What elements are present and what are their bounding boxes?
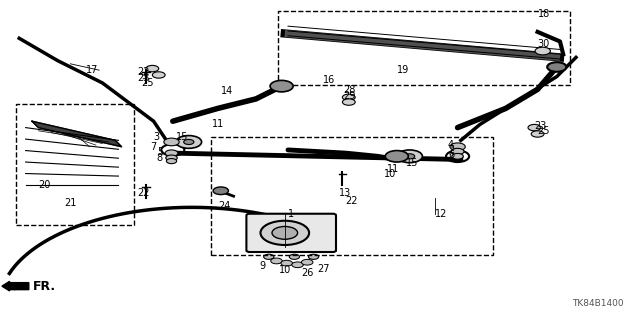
Text: 4: 4 <box>448 140 454 150</box>
Circle shape <box>271 258 282 264</box>
Text: 28: 28 <box>343 85 355 95</box>
Text: 19: 19 <box>397 65 409 75</box>
Text: 29: 29 <box>343 91 355 101</box>
Circle shape <box>301 259 313 265</box>
Text: 11: 11 <box>212 119 224 130</box>
Text: 30: 30 <box>538 39 550 49</box>
Text: 8: 8 <box>157 153 163 163</box>
Text: 1: 1 <box>288 209 294 219</box>
Circle shape <box>450 143 465 151</box>
Text: 22: 22 <box>346 196 358 206</box>
Circle shape <box>272 81 291 91</box>
Circle shape <box>166 155 177 161</box>
Text: 7: 7 <box>150 142 157 152</box>
Circle shape <box>385 151 408 162</box>
Circle shape <box>264 254 274 259</box>
Circle shape <box>342 99 355 105</box>
Circle shape <box>451 148 464 155</box>
Text: 25: 25 <box>141 78 154 88</box>
Text: 13: 13 <box>339 188 351 198</box>
Text: 23: 23 <box>138 73 150 83</box>
Circle shape <box>289 254 300 259</box>
Text: 9: 9 <box>259 261 266 271</box>
Text: FR.: FR. <box>33 280 56 293</box>
Circle shape <box>292 262 303 268</box>
Text: 10: 10 <box>278 264 291 275</box>
Text: 24: 24 <box>218 201 230 211</box>
Circle shape <box>270 80 293 92</box>
FancyArrow shape <box>2 281 29 291</box>
Circle shape <box>281 260 292 266</box>
Text: 25: 25 <box>538 126 550 137</box>
Text: 17: 17 <box>86 65 99 75</box>
Circle shape <box>308 254 319 259</box>
Text: 26: 26 <box>301 268 313 278</box>
Circle shape <box>404 154 415 159</box>
Text: 15: 15 <box>176 132 188 142</box>
Text: 22: 22 <box>138 188 150 198</box>
Text: 15: 15 <box>406 158 419 168</box>
Circle shape <box>184 139 194 145</box>
Circle shape <box>165 150 178 156</box>
Text: 21: 21 <box>64 197 76 208</box>
Circle shape <box>535 47 550 55</box>
Circle shape <box>452 153 463 159</box>
Text: 22: 22 <box>138 67 150 77</box>
Circle shape <box>166 159 177 164</box>
Circle shape <box>272 226 298 239</box>
Text: 12: 12 <box>435 209 447 219</box>
Circle shape <box>342 94 355 100</box>
Text: 27: 27 <box>317 263 330 274</box>
Circle shape <box>164 138 179 146</box>
Circle shape <box>152 72 165 78</box>
FancyBboxPatch shape <box>246 214 336 252</box>
Text: TK84B1400: TK84B1400 <box>572 299 624 308</box>
Circle shape <box>260 221 309 245</box>
Text: 3: 3 <box>154 132 160 142</box>
Text: 10: 10 <box>384 169 396 179</box>
Circle shape <box>531 131 544 137</box>
Text: 16: 16 <box>323 75 335 85</box>
Text: 5: 5 <box>157 146 163 157</box>
Text: 2: 2 <box>448 145 454 155</box>
Polygon shape <box>32 121 122 147</box>
Text: 20: 20 <box>38 180 51 190</box>
Text: 18: 18 <box>538 9 550 19</box>
Circle shape <box>176 136 202 148</box>
Circle shape <box>528 124 541 131</box>
Text: 23: 23 <box>534 121 547 131</box>
Circle shape <box>146 65 159 72</box>
Text: 6: 6 <box>448 150 454 160</box>
Text: 11: 11 <box>387 164 399 174</box>
Circle shape <box>547 62 566 72</box>
Circle shape <box>213 187 228 195</box>
Circle shape <box>397 150 422 163</box>
Text: 14: 14 <box>221 86 233 96</box>
